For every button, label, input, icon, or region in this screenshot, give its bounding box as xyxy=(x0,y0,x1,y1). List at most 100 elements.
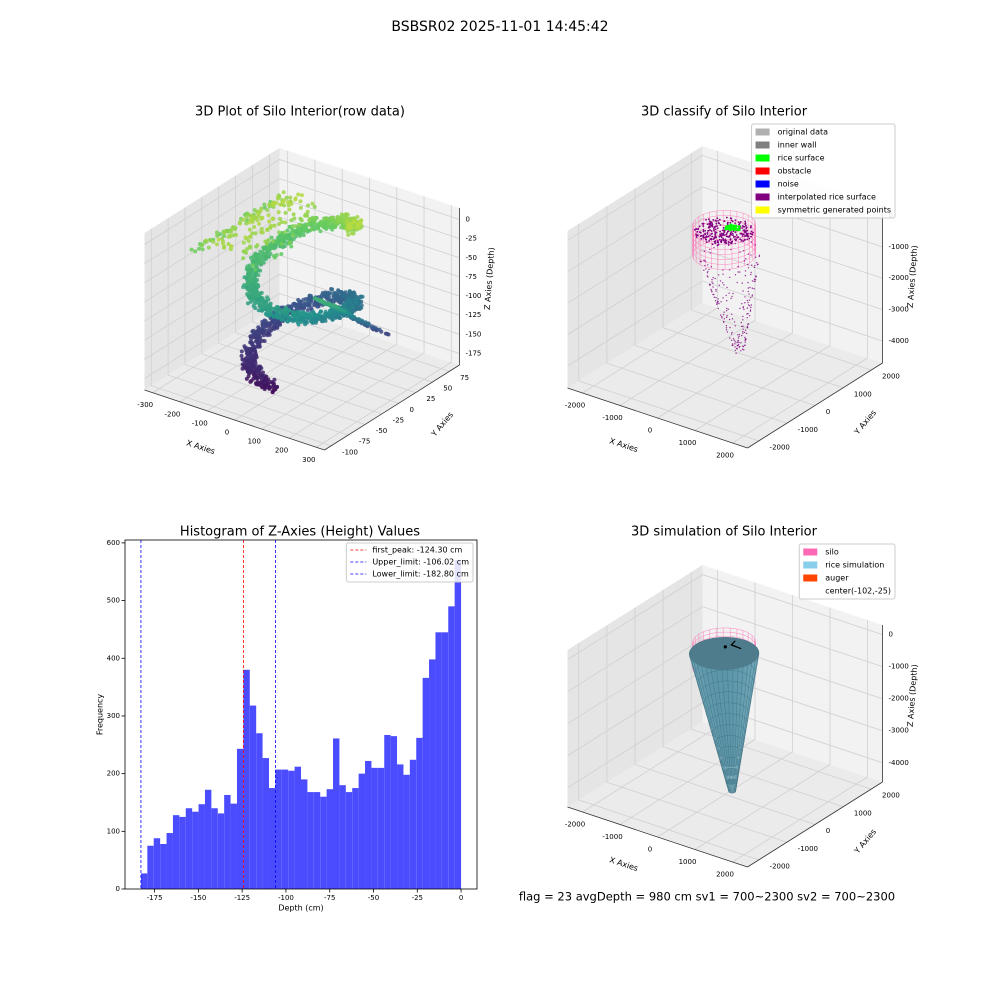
cloud-point xyxy=(338,295,343,300)
cloud-point xyxy=(340,223,345,228)
surface-point xyxy=(744,235,747,237)
cloud-point xyxy=(284,195,289,200)
cloud-point xyxy=(320,316,325,321)
surface-point xyxy=(732,230,735,233)
cloud-point xyxy=(272,223,277,228)
cloud-point xyxy=(276,196,281,201)
grid-line xyxy=(732,620,868,863)
surface-point xyxy=(737,221,740,224)
trail-point xyxy=(730,339,733,341)
bar xyxy=(313,792,321,889)
trail-point xyxy=(725,316,728,319)
cloud-point xyxy=(336,219,341,224)
grid-line xyxy=(567,606,883,692)
cloud-point xyxy=(267,203,272,208)
cloud-point xyxy=(326,311,331,316)
trail-point xyxy=(736,281,738,284)
surface-point xyxy=(711,243,714,246)
bar xyxy=(307,792,314,889)
grid-line xyxy=(144,254,460,341)
bar xyxy=(448,606,455,889)
trail-point xyxy=(751,287,754,289)
cloud-point xyxy=(246,353,251,358)
surface-point xyxy=(701,234,703,237)
surface-facet xyxy=(737,681,743,695)
x-tick-label: 1000 xyxy=(679,858,697,866)
surface-facet xyxy=(729,713,734,725)
trail-point xyxy=(741,348,744,350)
trail-point xyxy=(719,280,722,282)
trail-point xyxy=(744,296,746,298)
trail-point xyxy=(748,314,751,317)
bar xyxy=(217,813,225,889)
trail-point xyxy=(750,273,752,276)
cloud-point xyxy=(293,224,298,229)
trail-point xyxy=(742,306,744,309)
bar xyxy=(294,766,301,889)
grid-line xyxy=(690,572,872,790)
cloud-point xyxy=(305,308,310,313)
cloud-point xyxy=(271,216,276,221)
grid-line xyxy=(732,201,868,444)
trail-point xyxy=(726,315,728,317)
legend-swatch xyxy=(755,167,770,175)
cloud-point xyxy=(333,223,338,228)
cloud-point xyxy=(322,292,327,297)
trail-point xyxy=(741,325,743,328)
trail-point xyxy=(746,307,749,309)
cloud-point xyxy=(263,239,268,244)
cloud-point xyxy=(301,233,306,238)
cloud-point xyxy=(238,221,243,226)
trail-point xyxy=(726,331,729,333)
trail-point xyxy=(740,240,742,243)
trail-point xyxy=(747,253,750,255)
grid-line xyxy=(657,176,793,419)
trail-point xyxy=(737,337,740,339)
cloud-point xyxy=(250,368,255,373)
silo-ring xyxy=(692,215,756,245)
trail-point xyxy=(725,327,728,329)
surface-point xyxy=(705,241,708,243)
trail-point xyxy=(734,274,737,276)
cloud-point xyxy=(279,316,284,321)
x-tick-label: 300 xyxy=(302,456,315,464)
cloud-point xyxy=(282,230,287,235)
cloud-point xyxy=(251,276,256,281)
cloud-point xyxy=(309,227,314,232)
surface-point xyxy=(707,235,710,238)
trail-point xyxy=(732,338,735,340)
cloud-point xyxy=(256,273,261,278)
trail-point xyxy=(746,299,749,302)
bar xyxy=(256,733,263,889)
trail-point xyxy=(744,344,746,347)
bar xyxy=(230,803,237,889)
silo-ring xyxy=(692,230,756,260)
rice-point xyxy=(733,225,737,229)
surface-point xyxy=(701,222,704,225)
trail-point xyxy=(725,309,728,312)
cloud-point xyxy=(216,237,221,242)
x-tick-label: -25 xyxy=(412,894,423,902)
surface-facet xyxy=(732,681,738,693)
surface-facet xyxy=(736,692,742,705)
x-tick-label: -150 xyxy=(190,894,206,902)
trail-point xyxy=(727,242,730,245)
surface-point xyxy=(705,235,708,237)
surface-point xyxy=(750,225,752,227)
trail-point xyxy=(721,282,724,284)
rice-point xyxy=(726,225,730,229)
surface-point xyxy=(725,233,728,236)
trail-point xyxy=(741,282,743,284)
trail-point xyxy=(725,294,727,297)
grid-line xyxy=(662,170,844,389)
trail-point xyxy=(706,272,709,274)
surface-top xyxy=(689,637,760,670)
legend-label: Lower_limit: -182.80 cm xyxy=(372,570,469,579)
legend-box xyxy=(751,123,896,219)
cloud-point xyxy=(358,295,363,300)
trail-point xyxy=(717,301,719,303)
trail-point xyxy=(749,310,752,312)
trail-point xyxy=(711,281,713,283)
trail-point xyxy=(750,241,753,243)
